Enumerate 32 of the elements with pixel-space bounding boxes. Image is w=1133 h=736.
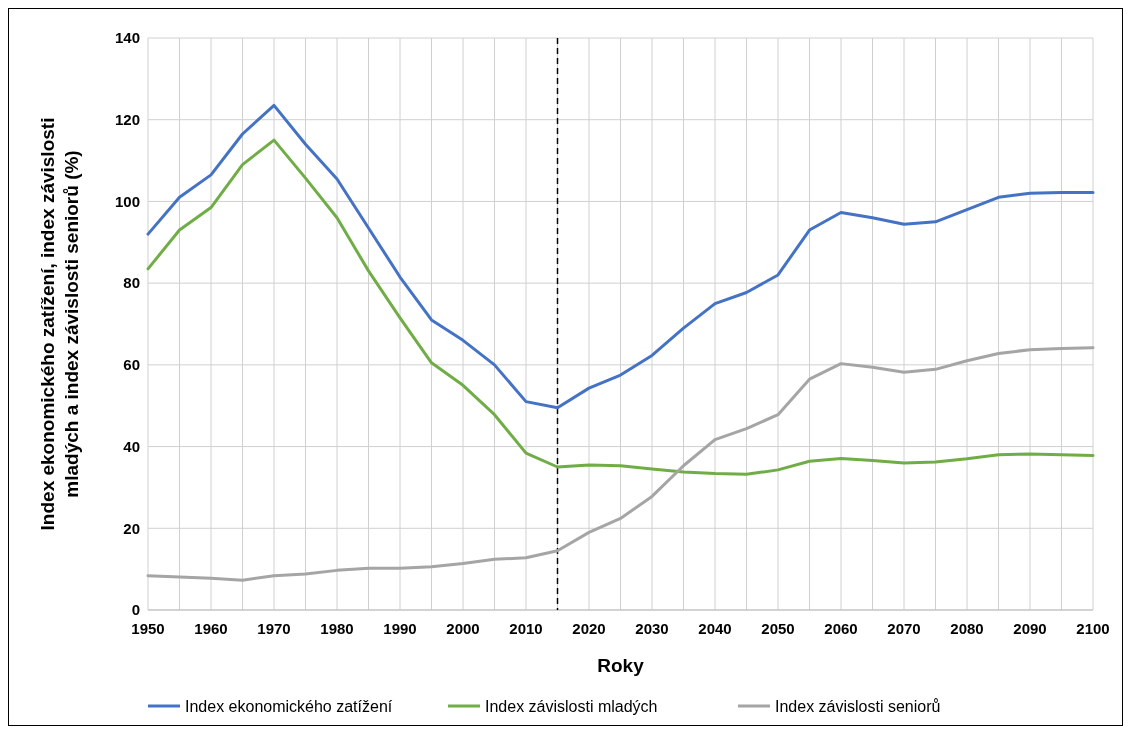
y-tick-label: 40: [123, 437, 140, 455]
x-tick-label: 2030: [635, 620, 669, 637]
x-tick-label: 2060: [824, 620, 858, 637]
y-axis-title: Index ekonomického zatížení, index závislosti mladých a index závislosti seniorů (%): [37, 117, 82, 531]
x-tick-label: 1960: [194, 620, 228, 637]
x-tick-label: 2100: [1076, 620, 1110, 637]
x-tick-label: 2070: [887, 620, 921, 637]
x-tick-label: 2020: [572, 620, 606, 637]
line-series: [146, 138, 1095, 476]
legend-label: Index závislosti seniorů: [775, 697, 941, 715]
y-tick-label: 0: [131, 601, 140, 619]
x-tick-label: 1970: [257, 620, 291, 637]
x-tick-label: 2000: [446, 620, 480, 637]
x-tick-label: 2010: [509, 620, 543, 637]
y-tick-label: 120: [114, 110, 140, 128]
line-series: [146, 103, 1095, 410]
legend-label: Index ekonomického zatížení: [185, 697, 393, 715]
x-tick-label: 1990: [383, 620, 417, 637]
y-tick-label: 60: [123, 356, 140, 374]
x-tick-label: 1950: [131, 620, 165, 637]
y-tick-label: 100: [114, 192, 140, 210]
x-tick-label: 2040: [698, 620, 732, 637]
x-tick-label: 2080: [950, 620, 984, 637]
x-axis-title: Roky: [597, 655, 645, 676]
x-tick-label: 1980: [320, 620, 354, 637]
legend-label: Index závislosti mladých: [485, 697, 658, 715]
y-tick-label: 20: [123, 519, 140, 537]
x-tick-label: 2050: [761, 620, 795, 637]
y-tick-label: 80: [123, 274, 140, 292]
y-tick-label: 140: [114, 29, 140, 47]
x-tick-label: 2090: [1013, 620, 1047, 637]
line-series: [146, 346, 1095, 582]
